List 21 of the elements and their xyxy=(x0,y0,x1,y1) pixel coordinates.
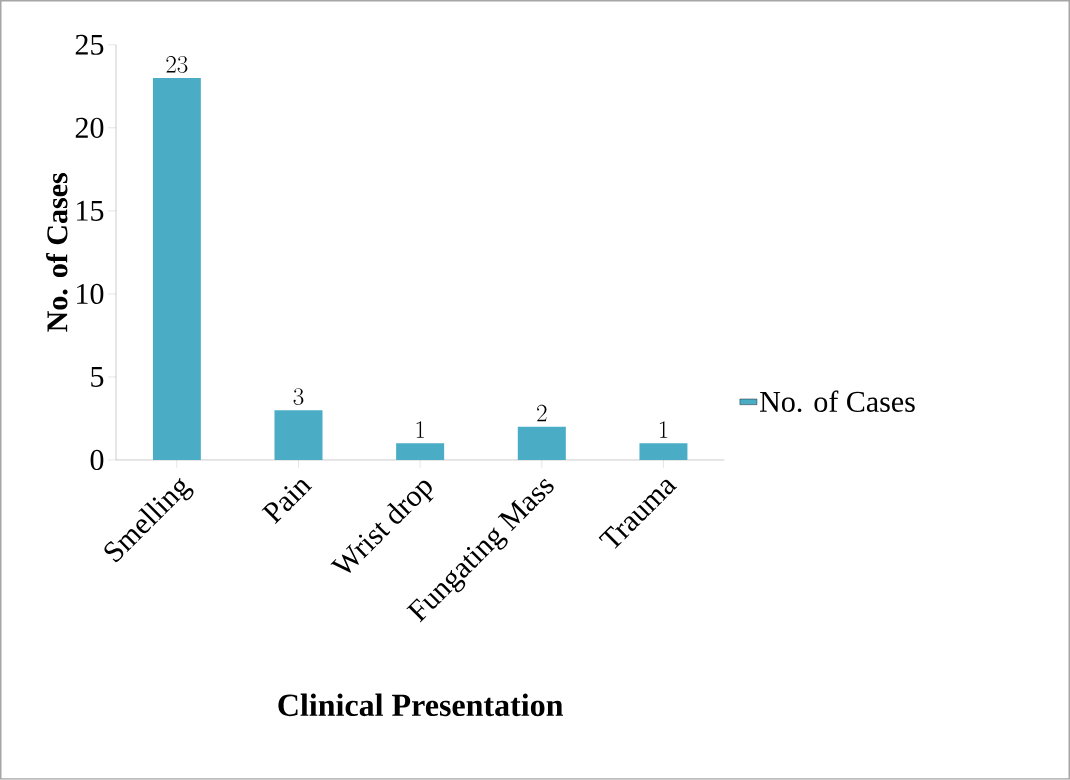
data-label: 2 xyxy=(537,404,547,422)
bar xyxy=(517,426,566,461)
y-tick-label: 5 xyxy=(91,367,104,387)
y-tick-label: 0 xyxy=(90,449,104,471)
y-tick-label: 15 xyxy=(77,200,104,221)
y-tick-label: 25 xyxy=(75,34,104,55)
bar xyxy=(396,443,445,461)
x-tick-label: Pain xyxy=(261,479,313,525)
x-tick-label: Wrist drop xyxy=(330,480,434,573)
legend-label: No. of Cases xyxy=(760,390,915,413)
bar xyxy=(152,78,201,461)
data-label: 23 xyxy=(166,56,188,73)
bar xyxy=(639,443,688,461)
data-label: 1 xyxy=(659,421,668,438)
data-label: 1 xyxy=(416,421,424,438)
bar xyxy=(274,410,323,461)
y-tick-label: 10 xyxy=(77,283,104,305)
y-tick-label: 20 xyxy=(75,117,104,138)
data-label: 3 xyxy=(293,388,304,406)
x-axis-title: Clinical Presentation xyxy=(278,693,564,717)
y-axis-title: No. of Cases xyxy=(46,173,68,332)
